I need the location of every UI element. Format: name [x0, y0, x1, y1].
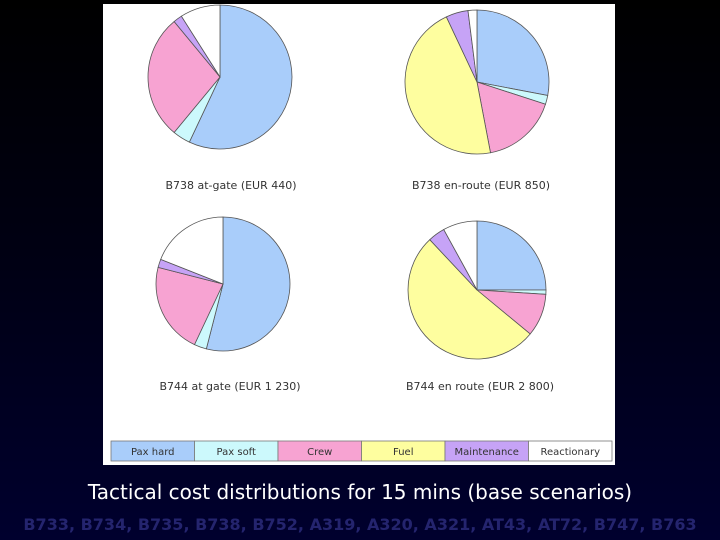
pie-slice-fuel — [404, 16, 491, 155]
legend-label: Maintenance — [455, 447, 519, 458]
pie-slice-reactionary — [180, 4, 221, 79]
legend-item: Maintenance — [444, 440, 529, 462]
pie-chart-figure: B738 at-gate (EUR 440) B738 en-route (EUR… — [103, 4, 615, 465]
pie-slice-pax-hard — [476, 220, 547, 291]
pie-slice-reactionary — [467, 9, 478, 83]
legend-item: Crew — [277, 440, 362, 462]
legend-label: Pax hard — [131, 447, 175, 458]
slide-caption: Tactical cost distributions for 15 mins … — [87, 480, 633, 504]
pie-slice-pax-hard — [205, 216, 291, 352]
legend-label: Pax soft — [217, 447, 256, 458]
aircraft-type-list: B733, B734, B735, B738, B752, A319, A320… — [23, 515, 697, 534]
pie-2 — [404, 9, 550, 155]
legend-item: Fuel — [361, 440, 446, 462]
pie-slice-fuel — [407, 239, 531, 360]
pie-1 — [147, 4, 293, 150]
pie-label: B744 at gate (EUR 1 230) — [159, 380, 300, 393]
pie-slice-reactionary — [443, 220, 478, 291]
pie-slice-crew — [476, 81, 546, 154]
legend-item: Reactionary — [528, 440, 613, 462]
pie-slice-crew — [147, 20, 221, 134]
pie-chart-svg: B738 at-gate (EUR 440) B738 en-route (EUR… — [110, 4, 613, 462]
pie-4 — [407, 220, 547, 360]
legend-item: Pax hard — [110, 440, 195, 462]
pie-label: B744 en route (EUR 2 800) — [406, 380, 554, 393]
legend: Pax hard Pax soft Crew Fuel Maintenance React… — [110, 440, 613, 462]
legend-item: Pax soft — [194, 440, 279, 462]
pie-label: B738 at-gate (EUR 440) — [165, 179, 296, 192]
legend-label: Fuel — [393, 447, 413, 458]
legend-swatch — [528, 440, 613, 462]
pie-label: B738 en-route (EUR 850) — [412, 179, 550, 192]
pie-3 — [155, 216, 291, 352]
pie-slice-pax-hard — [476, 9, 550, 96]
pie-slice-crew — [155, 266, 224, 346]
legend-label: Reactionary — [540, 447, 600, 458]
pie-slice-pax-hard — [188, 4, 293, 150]
pie-slice-reactionary — [160, 216, 224, 285]
legend-label: Crew — [307, 447, 332, 458]
